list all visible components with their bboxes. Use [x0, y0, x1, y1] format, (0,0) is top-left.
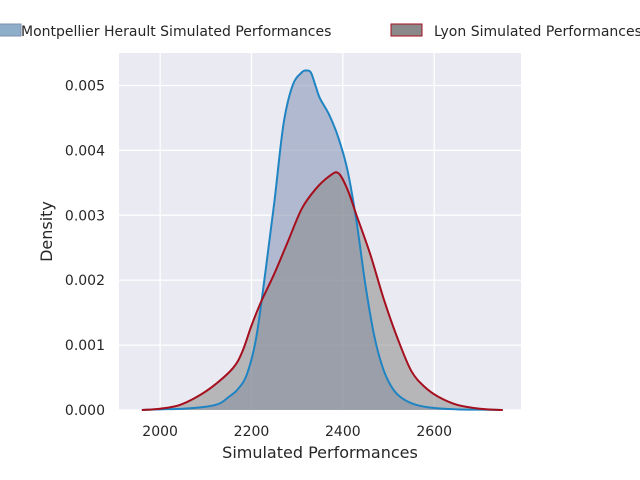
density-area-1	[141, 172, 503, 410]
y-tick-label: 0.004	[65, 143, 105, 159]
y-axis-title: Density	[37, 201, 56, 262]
y-tick-label: 0.000	[65, 403, 105, 419]
y-axis: 0.000 0.001 0.002 0.003 0.004 0.005	[65, 78, 105, 419]
y-tick-label: 0.002	[65, 273, 105, 289]
series-layer	[141, 69, 503, 411]
legend-swatch-1	[390, 23, 423, 37]
x-tick-label: 2600	[416, 424, 452, 440]
legend-swatch-0	[0, 23, 22, 37]
legend-label-0: Montpellier Herault Simulated Performanc…	[21, 24, 331, 40]
y-tick-label: 0.003	[65, 208, 105, 224]
x-tick-label: 2000	[142, 424, 178, 440]
x-axis-title: Simulated Performances	[222, 443, 418, 462]
y-tick-label: 0.005	[65, 78, 105, 94]
y-tick-label: 0.001	[65, 338, 105, 354]
x-tick-label: 2200	[234, 424, 270, 440]
density-line-1	[141, 171, 503, 411]
x-axis: 2000 2200 2400 2600	[142, 424, 452, 440]
x-tick-label: 2400	[325, 424, 361, 440]
legend: Montpellier Herault Simulated Performanc…	[0, 23, 640, 40]
density-line-0	[141, 69, 503, 411]
legend-label-1: Lyon Simulated Performances	[434, 24, 640, 40]
